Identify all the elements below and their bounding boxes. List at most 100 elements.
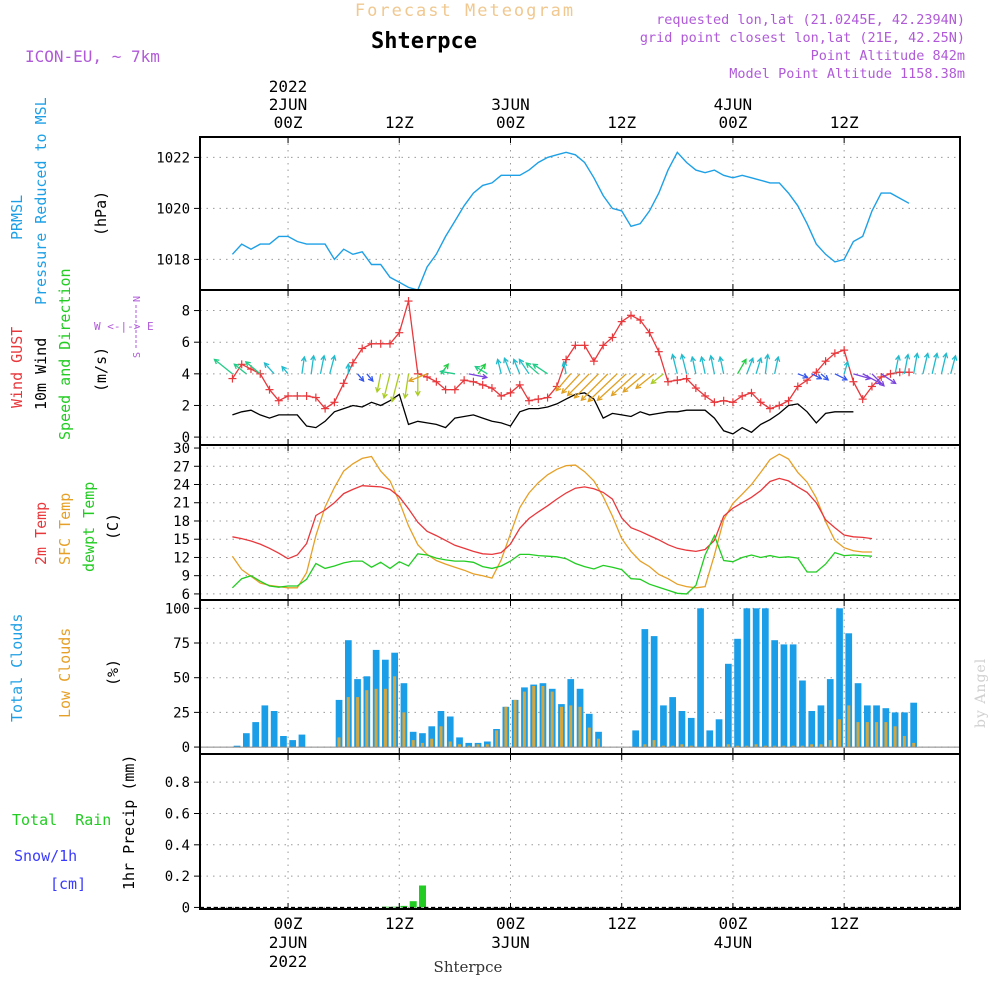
- wind-vector-head: [407, 376, 415, 383]
- pressure-panel: 1018 1020 1022: [156, 137, 960, 291]
- wind-vector-head: [841, 375, 849, 381]
- wind-vector-shaft: [811, 373, 822, 380]
- gust-marker-65: [830, 349, 839, 358]
- wind-vector-head: [213, 358, 220, 365]
- wind-vector-42: [679, 353, 688, 374]
- low-cloud-bar-53: [689, 745, 693, 748]
- gust-marker-44: [636, 316, 645, 325]
- wind-vector-shaft: [563, 361, 567, 374]
- wind-vector-shaft: [319, 355, 325, 374]
- total-cloud-bar-70: [845, 633, 853, 748]
- gust-marker-14: [358, 344, 367, 353]
- low-cloud-bar-16: [346, 697, 350, 747]
- wind-vector-head: [622, 386, 629, 393]
- precip-ytick-label-0: 0: [182, 900, 190, 916]
- low-cloud-bar-65: [800, 745, 804, 748]
- low-cloud-bar-38: [550, 691, 554, 748]
- wind-vector-27: [525, 362, 539, 375]
- wind-vector-head: [281, 365, 287, 372]
- total-cloud-bar-50: [660, 705, 667, 747]
- wind-vector-shaft: [871, 373, 885, 387]
- wind-vector-38: [622, 373, 646, 393]
- wind-vector-head: [774, 355, 781, 363]
- gust-marker-9: [311, 393, 320, 402]
- precip-label-1: Total Rain: [12, 811, 111, 829]
- low-cloud-bar-50: [661, 745, 665, 748]
- low-cloud-bar-58: [736, 745, 740, 748]
- wind-vector-32: [566, 373, 590, 397]
- wind-vector-shaft: [310, 355, 315, 374]
- wind-vector-47: [736, 358, 747, 375]
- wind-vector-head: [402, 392, 409, 400]
- wind-vector-shaft: [764, 354, 769, 374]
- clouds-ytick-label-0: 0: [182, 740, 190, 756]
- low-cloud-bar-60: [754, 744, 758, 748]
- temp-labels: 2m Temp SFC Temp dewpt Temp (C): [32, 482, 122, 572]
- total-cloud-bar-16: [345, 640, 352, 747]
- wind-vector-head: [503, 356, 509, 364]
- top-year: 2022: [269, 77, 308, 96]
- wind-vector-40: [650, 373, 664, 385]
- wind-vector-shaft: [611, 373, 637, 396]
- wind-vector-head: [566, 390, 573, 397]
- temp-label-1: 2m Temp: [32, 502, 50, 565]
- wind-vector-shaft: [245, 361, 261, 375]
- wind-vector-head: [748, 356, 755, 364]
- pressure-labels: PRMSL Pressure Reduced to MSL (hPa): [8, 97, 110, 305]
- low-cloud-bar-59: [745, 745, 749, 748]
- gust-marker-67: [849, 377, 858, 386]
- wind-vector-shaft: [580, 373, 609, 401]
- total-cloud-bar-60: [752, 608, 760, 747]
- wind-vector-shaft: [233, 363, 247, 375]
- wind-vector-shaft: [635, 373, 655, 389]
- gust-marker-26: [469, 377, 478, 386]
- wind-vector-shaft: [376, 373, 382, 392]
- low-cloud-bar-49: [652, 740, 656, 747]
- wind-vector-shaft: [710, 355, 716, 374]
- total-cloud-bar-52: [678, 711, 686, 748]
- wind-vector-head: [580, 395, 587, 402]
- wind-vector-25: [512, 358, 521, 375]
- gust-marker-38: [580, 341, 589, 350]
- wind-vector-0: [213, 358, 233, 375]
- wind-vector-head: [670, 353, 677, 360]
- wind-ytick-label-3: 6: [182, 335, 190, 351]
- temp-unit: (C): [104, 513, 122, 540]
- gust-marker-30: [506, 388, 515, 397]
- wind-vector-head: [878, 380, 885, 387]
- total-cloud-bar-7: [261, 705, 269, 747]
- low-cloud-bar-62: [773, 745, 777, 748]
- gust-marker-8: [302, 391, 311, 400]
- wind-vector-head: [443, 363, 449, 370]
- pressure-label-2: Pressure Reduced to MSL: [32, 97, 50, 305]
- wind-vector-head: [382, 392, 388, 400]
- gust-marker-6: [284, 391, 293, 400]
- wind-vector-head: [690, 355, 697, 363]
- gust-marker-43: [626, 311, 635, 320]
- wind-vector-head: [904, 353, 911, 360]
- low-cloud-bar-29: [467, 745, 471, 748]
- wind-vector-52: [797, 373, 809, 379]
- wind-unit: (m/s): [92, 347, 110, 392]
- low-cloud-bar-75: [893, 726, 897, 748]
- plot-area: 1018102010220246869121518212427300255075…: [156, 77, 961, 971]
- gust-marker-37: [571, 341, 580, 350]
- gust-marker-16: [376, 339, 385, 348]
- wind-vector-shaft: [931, 353, 938, 374]
- wind-vector-shaft: [681, 354, 688, 374]
- wind-vector-50: [764, 353, 771, 374]
- wind-panel: 0 2 4 6 8: [182, 290, 960, 446]
- clouds-ytick-label-2: 50: [173, 671, 190, 687]
- wind-vector-shaft: [513, 359, 521, 375]
- top-hour-label-5: 12Z: [830, 113, 859, 132]
- grid-point: grid point closest lon,lat (21E, 42.25N): [640, 30, 965, 46]
- wind-vector-65: [931, 352, 939, 374]
- total-cloud-bar-49: [650, 636, 658, 748]
- wind-vector-1: [233, 363, 247, 375]
- wind-vector-33: [573, 373, 599, 399]
- total-cloud-bar-55: [706, 730, 714, 747]
- low-cloud-bar-39: [560, 706, 563, 747]
- top-day-label-2: 3JUN: [491, 95, 530, 114]
- low-cloud-bar-33: [504, 706, 508, 747]
